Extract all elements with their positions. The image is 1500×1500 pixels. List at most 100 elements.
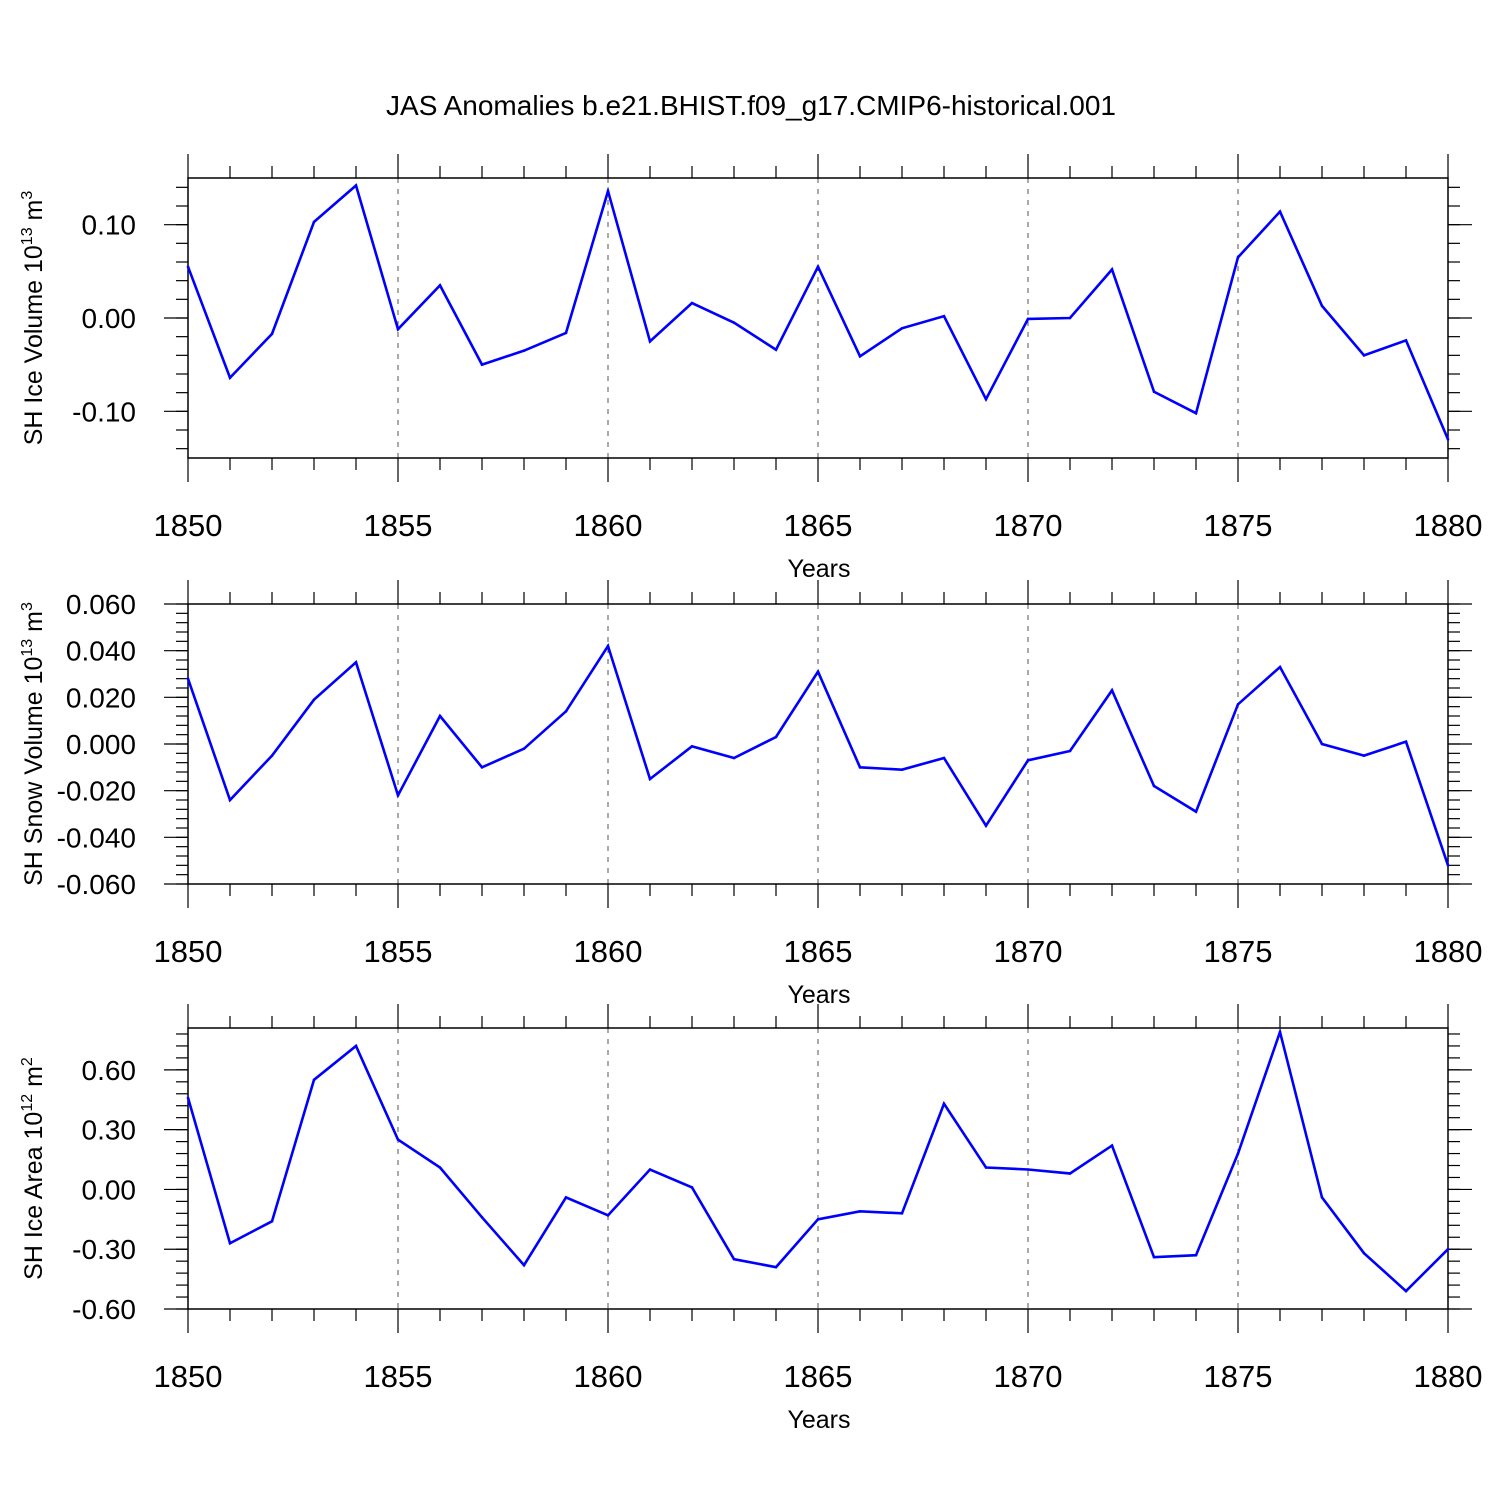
data-point: [732, 756, 736, 760]
y-tick-label: 0.30: [82, 1115, 137, 1146]
data-point: [186, 1096, 190, 1100]
x-tick-label: 1880: [1414, 508, 1483, 543]
figure-title: JAS Anomalies b.e21.BHIST.f09_g17.CMIP6-…: [386, 90, 1116, 121]
data-point: [186, 265, 190, 268]
data-point: [858, 354, 862, 358]
data-point: [1404, 740, 1408, 743]
y-axis-label-text: SH Ice Area 10: [20, 1112, 48, 1280]
y-tick-label: 0.000: [66, 729, 136, 760]
y-axis-label-superscript: 3: [19, 191, 36, 200]
data-point: [228, 1241, 232, 1245]
y-axis-label: SH Ice Volume 1013 m3: [19, 191, 48, 446]
data-point: [900, 768, 904, 771]
data-point: [270, 754, 274, 757]
y-tick-label: -0.60: [72, 1294, 136, 1325]
y-axis-label-text: SH Snow Volume 10: [20, 657, 48, 886]
y-axis-label-text: m: [20, 200, 48, 228]
data-point: [354, 661, 358, 664]
data-point: [1194, 411, 1198, 415]
data-point: [606, 1214, 610, 1217]
data-point: [396, 327, 400, 331]
data-point: [1110, 1144, 1114, 1147]
data-point: [354, 1044, 358, 1048]
data-point: [1236, 1152, 1240, 1155]
x-tick-label: 1875: [1204, 934, 1273, 969]
data-point: [1362, 354, 1366, 357]
y-axis-label-text: m: [20, 611, 48, 639]
data-point: [522, 747, 526, 750]
y-axis-label-superscript: 2: [19, 1057, 36, 1066]
y-tick-label: -0.040: [57, 822, 136, 853]
data-point: [1362, 1251, 1366, 1255]
data-point: [522, 349, 526, 352]
y-tick-label: -0.020: [57, 776, 136, 807]
x-tick-label: 1875: [1204, 508, 1273, 543]
data-point: [816, 670, 820, 673]
x-axis-label: Years: [787, 1406, 850, 1434]
chart-panel-2: 1850 1855 1860 1865 1870 1875 1880 Years 0.060 0.…: [19, 580, 1482, 1009]
data-point: [1404, 1289, 1408, 1293]
data-point: [984, 397, 988, 401]
data-point: [1026, 759, 1030, 762]
x-tick-label: 1865: [784, 1359, 853, 1394]
x-tick-label: 1880: [1414, 934, 1483, 969]
x-tick-label: 1865: [784, 934, 853, 969]
y-tick-label: 0.00: [82, 1174, 137, 1205]
data-point: [690, 1186, 694, 1189]
data-point: [942, 1102, 946, 1106]
data-point: [1446, 438, 1450, 441]
data-point: [942, 756, 946, 760]
data-point: [1152, 1255, 1156, 1259]
data-point: [690, 301, 694, 305]
y-axis-label-text: SH Ice Volume 10: [20, 245, 48, 445]
x-tick-label: 1855: [364, 1359, 433, 1394]
x-axis-label: Years: [787, 555, 850, 583]
data-point: [1194, 1253, 1198, 1257]
data-point: [312, 220, 316, 224]
data-point: [1152, 390, 1156, 394]
data-point: [1320, 742, 1324, 746]
y-tick-label: -0.10: [72, 396, 136, 427]
y-tick-label: 0.020: [66, 682, 136, 713]
data-point: [1278, 1030, 1282, 1034]
data-point: [438, 284, 442, 287]
x-tick-label: 1865: [784, 508, 853, 543]
data-point: [858, 766, 862, 769]
data-point: [606, 644, 610, 648]
data-point: [648, 777, 652, 781]
y-axis-label-superscript: 13: [19, 639, 36, 657]
data-point: [1026, 1168, 1030, 1171]
data-point: [228, 376, 232, 380]
data-point: [480, 1216, 484, 1219]
data-point: [396, 794, 400, 797]
data-point: [438, 714, 442, 718]
y-axis-label-superscript: 13: [19, 227, 36, 245]
data-point: [270, 332, 274, 336]
y-tick-label: 0.10: [82, 210, 137, 241]
y-axis-label-text: m: [20, 1066, 48, 1094]
data-point: [858, 1210, 862, 1213]
data-point: [648, 340, 652, 343]
data-point: [1068, 316, 1072, 320]
data-point: [1278, 665, 1282, 669]
data-point: [480, 363, 484, 366]
data-point: [564, 710, 568, 713]
x-tick-label: 1850: [154, 508, 223, 543]
x-tick-label: 1860: [574, 1359, 643, 1394]
data-point: [816, 265, 820, 268]
data-point: [1278, 210, 1282, 213]
data-point: [438, 1166, 442, 1169]
data-point: [1362, 754, 1366, 757]
data-point: [564, 331, 568, 335]
data-point: [774, 1265, 778, 1269]
data-point: [690, 745, 694, 748]
x-tick-label: 1875: [1204, 1359, 1273, 1394]
data-point: [1152, 784, 1156, 788]
y-tick-label: 0.60: [82, 1055, 137, 1086]
data-point: [984, 824, 988, 827]
x-tick-label: 1850: [154, 934, 223, 969]
x-axis-label: Years: [787, 981, 850, 1009]
y-axis-label-superscript: 12: [19, 1094, 36, 1112]
data-point: [522, 1263, 526, 1267]
